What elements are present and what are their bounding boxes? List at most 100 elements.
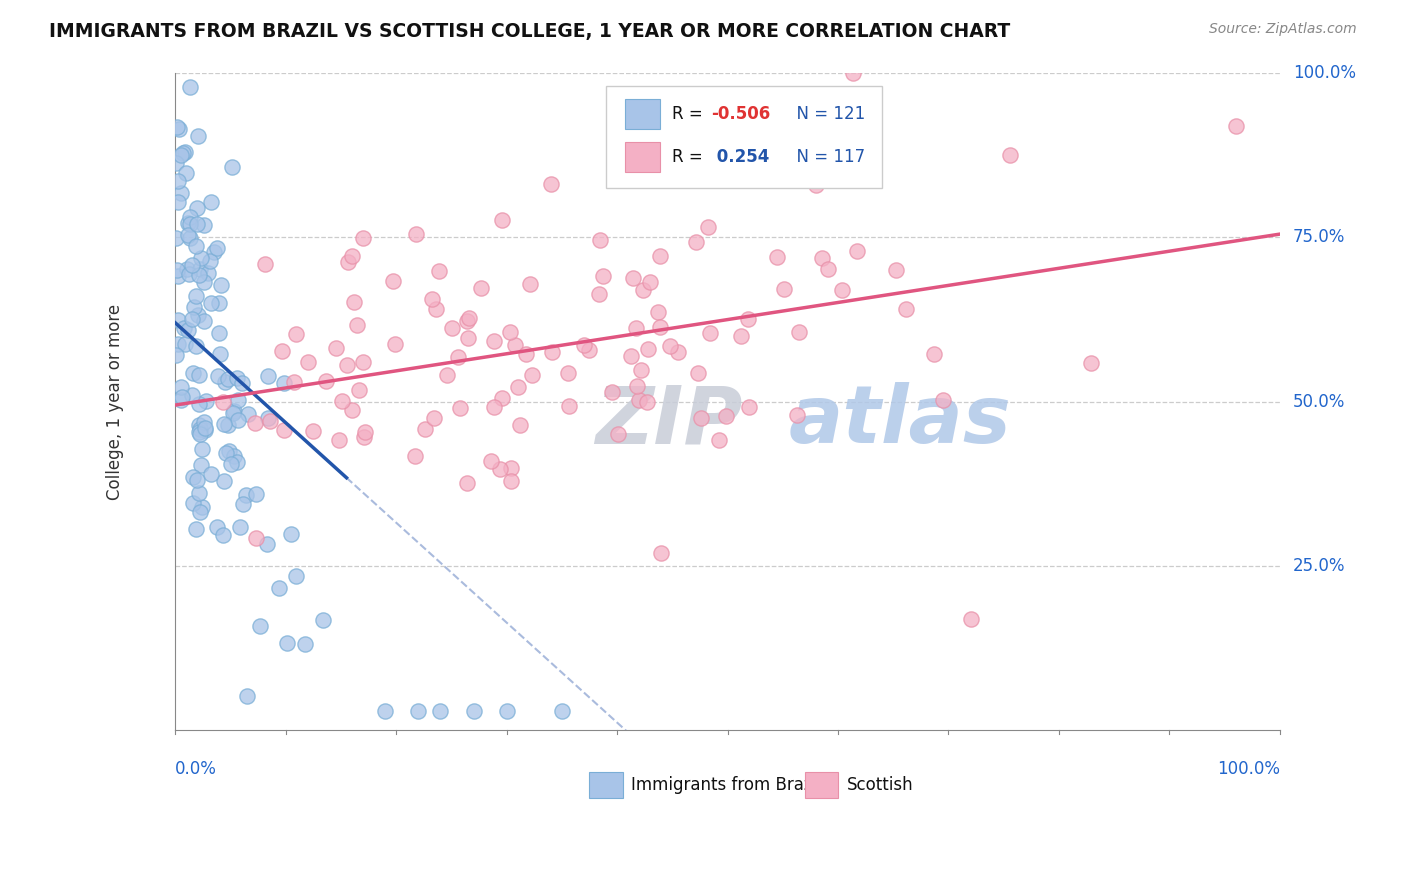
Point	[630, 363, 652, 377]
Point	[638, 275, 661, 289]
Point	[212, 417, 235, 432]
Point	[491, 212, 513, 227]
Point	[212, 395, 235, 409]
Point	[200, 467, 222, 481]
Point	[177, 217, 200, 231]
Point	[245, 487, 267, 501]
Text: 100.0%: 100.0%	[1294, 64, 1355, 82]
Point	[624, 320, 647, 334]
FancyBboxPatch shape	[804, 772, 838, 798]
Point	[384, 337, 406, 351]
Point	[787, 325, 810, 339]
Point	[600, 384, 623, 399]
Point	[884, 262, 907, 277]
Point	[806, 178, 828, 193]
Point	[181, 495, 204, 509]
Point	[194, 421, 217, 435]
Point	[1080, 356, 1102, 370]
Point	[332, 394, 354, 409]
Point	[218, 444, 240, 458]
Point	[166, 174, 188, 188]
Point	[659, 339, 682, 353]
Text: N = 121: N = 121	[786, 105, 865, 123]
Point	[193, 276, 215, 290]
Point	[172, 390, 194, 404]
Point	[235, 487, 257, 501]
Point	[285, 326, 308, 341]
Point	[588, 287, 610, 301]
Point	[231, 376, 253, 390]
Point	[273, 423, 295, 437]
Point	[482, 334, 505, 348]
Point	[620, 349, 643, 363]
Point	[509, 418, 531, 433]
Point	[932, 392, 955, 407]
Point	[436, 368, 458, 382]
Text: ZIP: ZIP	[595, 383, 742, 460]
Point	[846, 132, 869, 146]
Point	[503, 338, 526, 352]
Point	[557, 366, 579, 380]
Point	[271, 343, 294, 358]
Point	[737, 312, 759, 326]
Point	[449, 401, 471, 415]
Point	[207, 369, 229, 384]
Point	[381, 274, 404, 288]
Point	[495, 704, 517, 718]
Text: N = 117: N = 117	[786, 148, 865, 166]
Text: Scottish: Scottish	[846, 776, 914, 794]
Point	[297, 355, 319, 369]
Point	[482, 400, 505, 414]
Point	[190, 422, 212, 436]
Point	[551, 704, 574, 718]
Point	[184, 339, 207, 353]
Point	[730, 329, 752, 343]
Point	[222, 449, 245, 463]
Point	[188, 427, 211, 442]
Point	[257, 411, 280, 425]
Point	[998, 148, 1021, 162]
Point	[353, 430, 375, 444]
Point	[709, 433, 731, 447]
Point	[256, 537, 278, 551]
Point	[637, 342, 659, 356]
Point	[186, 239, 208, 253]
Point	[315, 374, 337, 388]
Point	[540, 177, 562, 191]
Point	[456, 475, 478, 490]
Point	[176, 261, 198, 276]
Point	[786, 408, 808, 422]
Point	[766, 250, 789, 264]
Point	[174, 336, 197, 351]
Point	[408, 704, 430, 718]
Point	[173, 321, 195, 335]
Point	[186, 474, 208, 488]
Point	[186, 201, 208, 215]
FancyBboxPatch shape	[589, 772, 623, 798]
Point	[170, 147, 193, 161]
Point	[520, 368, 543, 382]
Point	[198, 254, 221, 268]
Point	[592, 269, 614, 284]
Point	[772, 281, 794, 295]
Point	[208, 326, 231, 341]
Point	[457, 331, 479, 345]
Point	[167, 122, 190, 136]
Point	[352, 355, 374, 369]
Point	[195, 394, 218, 409]
Point	[187, 397, 209, 411]
Point	[194, 423, 217, 437]
Point	[312, 613, 335, 627]
Point	[225, 371, 247, 385]
Point	[628, 392, 651, 407]
Point	[738, 400, 761, 414]
Point	[499, 460, 522, 475]
Point	[922, 347, 945, 361]
Point	[422, 292, 444, 306]
Point	[177, 323, 200, 337]
Point	[191, 500, 214, 514]
Point	[447, 351, 470, 365]
Point	[181, 387, 204, 401]
Point	[222, 404, 245, 418]
Point	[589, 233, 612, 247]
